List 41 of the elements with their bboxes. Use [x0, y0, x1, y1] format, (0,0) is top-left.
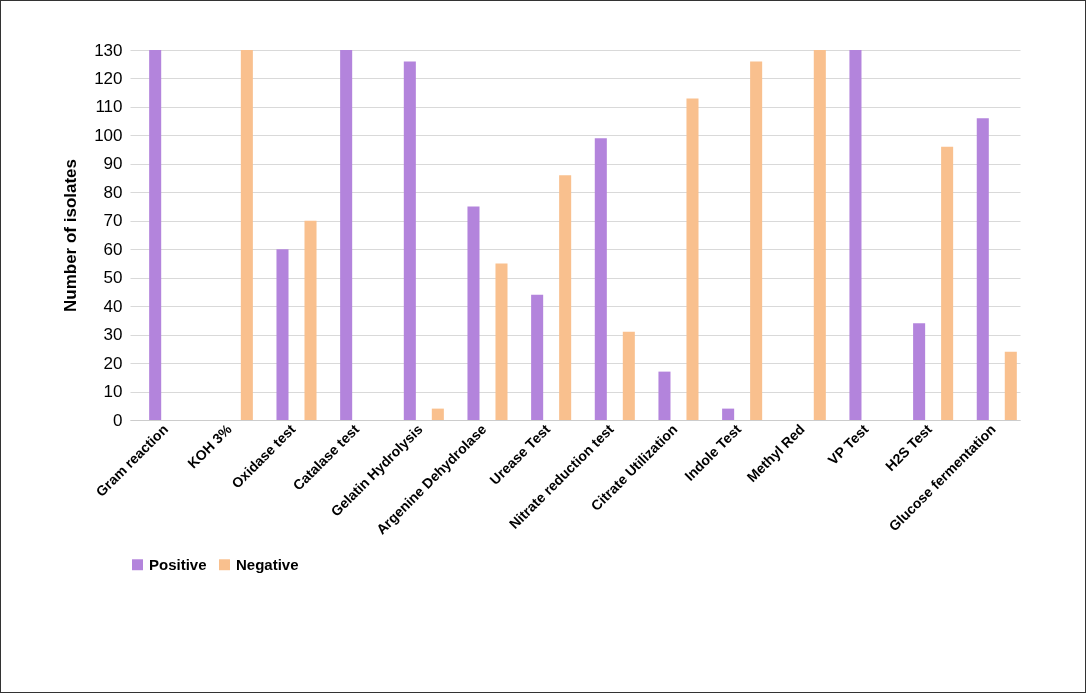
- bar: [622, 331, 635, 420]
- y-tick-label: 20: [103, 353, 123, 373]
- y-tick-label: 90: [103, 154, 123, 174]
- bar: [976, 118, 989, 420]
- bar: [849, 50, 862, 420]
- bar: [531, 294, 544, 420]
- bar: [594, 138, 607, 420]
- bar: [149, 50, 162, 420]
- bar: [403, 61, 416, 420]
- bar: [559, 175, 572, 420]
- y-tick-label: 130: [94, 40, 123, 60]
- bar: [340, 50, 353, 420]
- y-tick-label: 100: [94, 125, 123, 145]
- y-tick-label: 10: [103, 382, 123, 402]
- bar: [813, 50, 826, 420]
- y-tick-label: 120: [94, 68, 123, 88]
- y-tick-label: 50: [103, 268, 123, 288]
- y-tick-label: 40: [103, 296, 123, 316]
- legend-label: Positive: [149, 555, 207, 573]
- y-tick-label: 70: [103, 211, 123, 231]
- bar: [913, 323, 926, 420]
- bar: [750, 61, 763, 420]
- bar: [467, 206, 480, 420]
- y-tick-label: 30: [103, 325, 123, 345]
- bar: [276, 249, 289, 420]
- x-tick-label: VP Test: [824, 420, 872, 468]
- bar: [1004, 351, 1017, 420]
- bar: [722, 408, 735, 420]
- bar: [304, 220, 317, 420]
- bar: [240, 50, 253, 420]
- bar: [658, 371, 671, 420]
- y-axis-title: Number of isolates: [61, 158, 81, 313]
- legend-label: Negative: [236, 555, 299, 573]
- y-tick-label: 60: [103, 239, 123, 259]
- y-tick-label: 0: [113, 410, 123, 430]
- bar: [941, 146, 954, 420]
- bar: [431, 408, 444, 420]
- bar: [495, 263, 508, 420]
- y-tick-label: 110: [95, 97, 123, 117]
- bar: [686, 98, 699, 420]
- y-tick-label: 80: [103, 182, 123, 202]
